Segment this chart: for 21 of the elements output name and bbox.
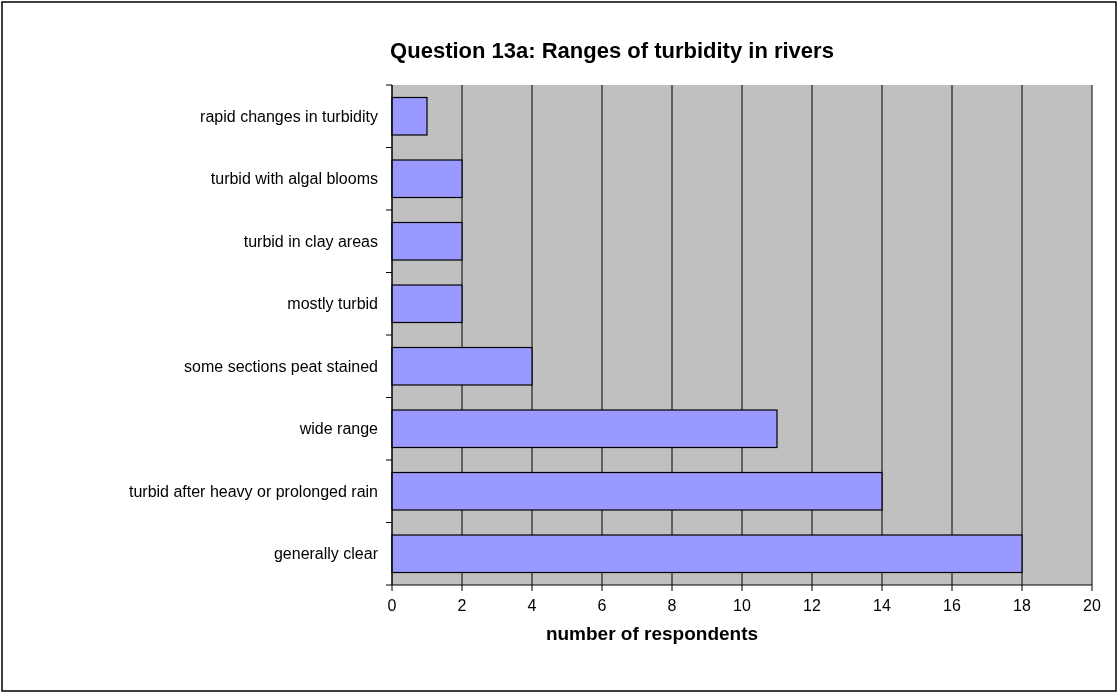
x-tick-label: 10 <box>733 597 751 614</box>
x-tick-label: 12 <box>803 597 821 614</box>
y-tick-label: turbid after heavy or prolonged rain <box>128 482 378 500</box>
x-tick-label: 16 <box>943 597 961 614</box>
x-tick-label: 14 <box>873 597 891 614</box>
y-tick-label: turbid in clay areas <box>243 232 378 250</box>
y-tick-label: generally clear <box>273 545 379 563</box>
chart-title: Question 13a: Ranges of turbidity in rivers <box>390 38 834 63</box>
y-tick-label: turbid with algal blooms <box>210 170 378 188</box>
x-tick-label: 20 <box>1083 597 1101 614</box>
x-tick-label: 2 <box>457 597 467 614</box>
x-tick-label: 0 <box>387 597 397 614</box>
x-tick-label: 18 <box>1013 597 1031 614</box>
y-tick-label: mostly turbid <box>287 295 378 313</box>
y-tick-label: wide range <box>298 420 379 438</box>
x-tick-label: 6 <box>597 597 607 614</box>
x-tick-label: 8 <box>667 597 677 614</box>
x-tick-label: 4 <box>527 597 537 614</box>
y-tick-label: rapid changes in turbidity <box>200 107 378 125</box>
x-axis-title: number of respondents <box>545 623 759 644</box>
y-tick-label: some sections peat stained <box>184 357 378 375</box>
